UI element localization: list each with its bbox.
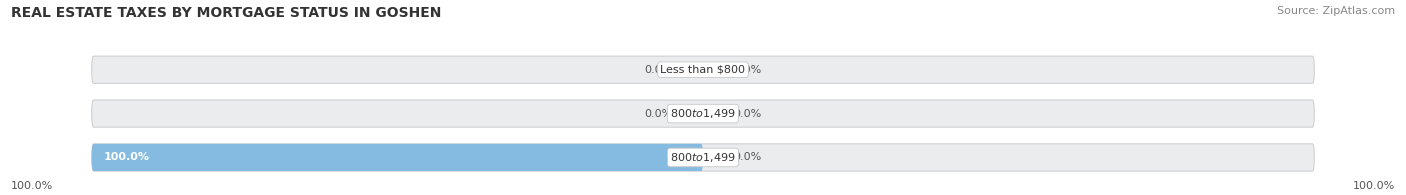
Text: Less than $800: Less than $800 bbox=[661, 65, 745, 75]
FancyBboxPatch shape bbox=[91, 100, 1315, 127]
FancyBboxPatch shape bbox=[91, 144, 1315, 171]
Text: 100.0%: 100.0% bbox=[11, 181, 53, 191]
Text: $800 to $1,499: $800 to $1,499 bbox=[671, 151, 735, 164]
Text: Source: ZipAtlas.com: Source: ZipAtlas.com bbox=[1277, 6, 1395, 16]
Text: 100.0%: 100.0% bbox=[1353, 181, 1395, 191]
FancyBboxPatch shape bbox=[91, 144, 703, 171]
Text: 0.0%: 0.0% bbox=[734, 109, 762, 119]
Text: 0.0%: 0.0% bbox=[734, 65, 762, 75]
Text: REAL ESTATE TAXES BY MORTGAGE STATUS IN GOSHEN: REAL ESTATE TAXES BY MORTGAGE STATUS IN … bbox=[11, 6, 441, 20]
Text: $800 to $1,499: $800 to $1,499 bbox=[671, 107, 735, 120]
Text: 0.0%: 0.0% bbox=[644, 65, 672, 75]
Text: 0.0%: 0.0% bbox=[644, 109, 672, 119]
Text: 100.0%: 100.0% bbox=[104, 152, 150, 162]
Text: 0.0%: 0.0% bbox=[734, 152, 762, 162]
FancyBboxPatch shape bbox=[91, 56, 1315, 83]
